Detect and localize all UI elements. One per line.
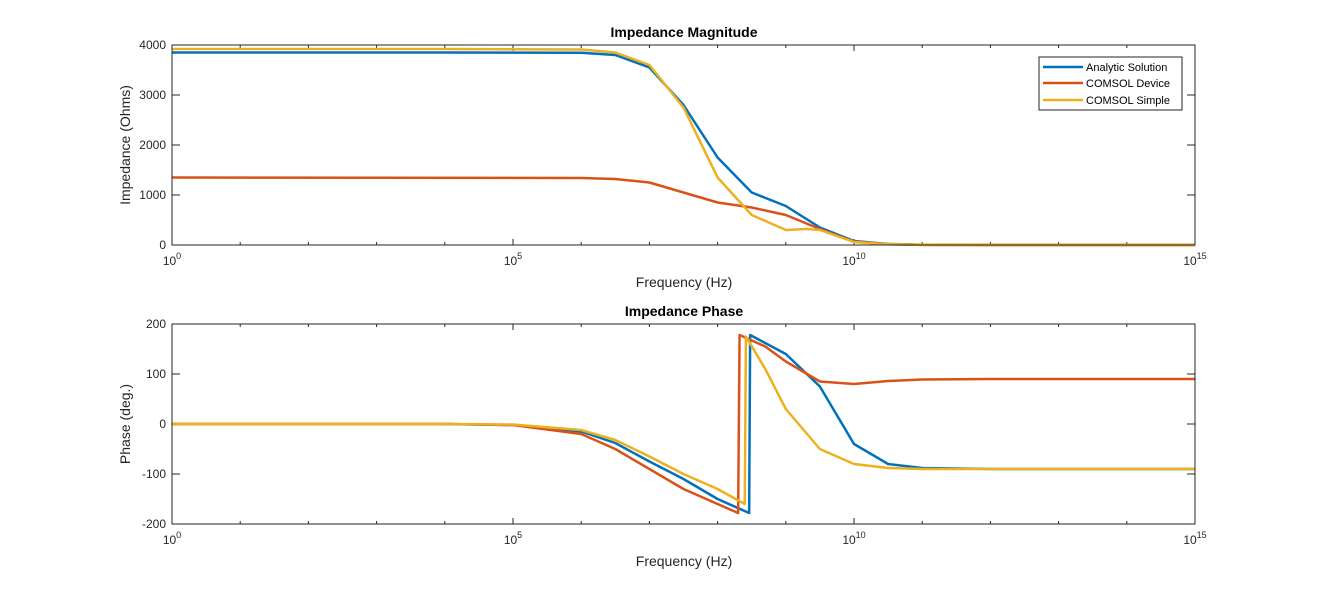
y-tick-label: 3000: [139, 88, 166, 102]
x-tick-label: 1015: [1183, 251, 1206, 268]
y-axis-label: Impedance (Ohms): [117, 85, 133, 205]
legend-label-comsol-device: COMSOL Device: [1086, 78, 1170, 90]
impedance-phase-plot: Impedance Phase 100 105 1010 1015 -200 -100 0 1…: [117, 303, 1207, 569]
plot-title: Impedance Phase: [625, 303, 743, 319]
x-tick-label: 105: [504, 530, 522, 547]
axes-box: [171, 44, 1196, 246]
legend-label-comsol-simple: COMSOL Simple: [1086, 95, 1170, 107]
plot-title: Impedance Magnitude: [610, 24, 757, 40]
y-tick-label: 100: [146, 367, 166, 381]
y-tick-label: 2000: [139, 138, 166, 152]
series-line-comsol-device: [172, 333, 1195, 515]
axes-box: [171, 323, 1196, 525]
impedance-magnitude-plot: Impedance Magnitude 100 105 1010 1015 0 1000 2…: [117, 24, 1207, 290]
y-axis-label: Phase (deg.): [117, 384, 133, 464]
series-group: [172, 333, 1195, 515]
y-tick-label: 200: [146, 317, 166, 331]
y-tick-label: -200: [142, 517, 166, 531]
legend-label-analytic-solution: Analytic Solution: [1086, 62, 1167, 74]
x-axis-label: Frequency (Hz): [636, 553, 732, 569]
y-tick-label: 4000: [139, 38, 166, 52]
series-line-comsol-simple: [172, 335, 1195, 506]
legend: Analytic Solution COMSOL Device COMSOL S…: [1038, 56, 1183, 111]
x-axis-label: Frequency (Hz): [636, 274, 732, 290]
y-tick-label: 0: [159, 417, 166, 431]
x-tick-label: 100: [163, 251, 181, 268]
x-tick-label: 1015: [1183, 530, 1206, 547]
y-tick-label: 0: [159, 238, 166, 252]
x-tick-label: 100: [163, 530, 181, 547]
x-tick-label: 1010: [842, 251, 865, 268]
y-tick-label: 1000: [139, 188, 166, 202]
y-tick-label: -100: [142, 467, 166, 481]
x-tick-label: 105: [504, 251, 522, 268]
x-tick-label: 1010: [842, 530, 865, 547]
